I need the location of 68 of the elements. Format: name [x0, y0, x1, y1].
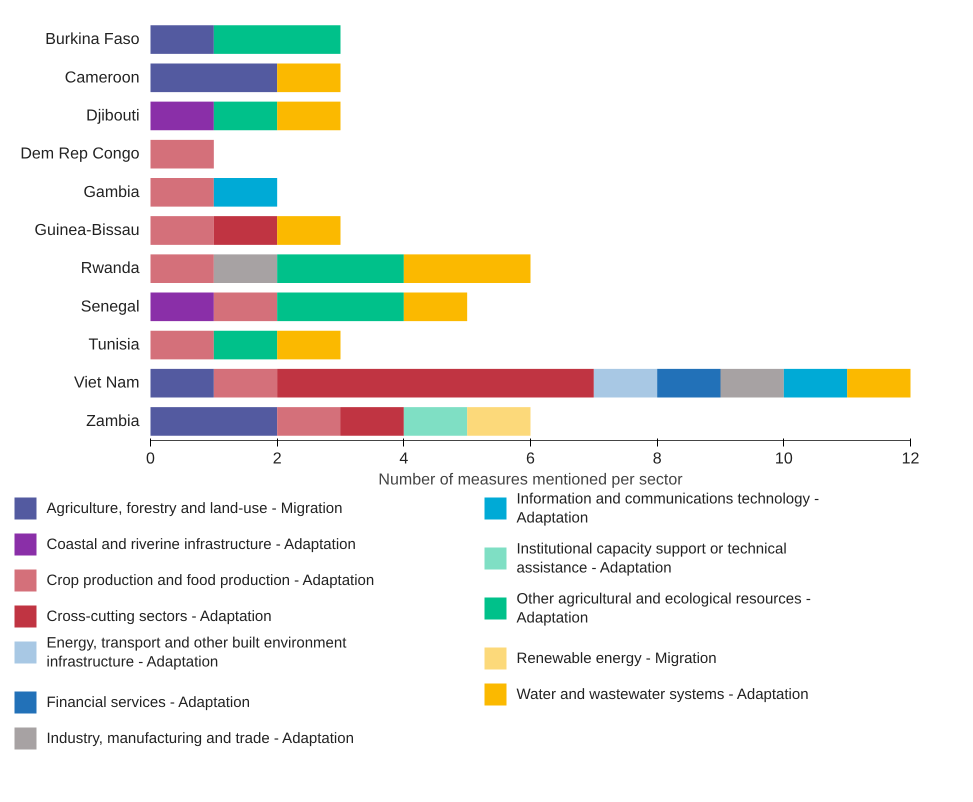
legend-label: Coastal and riverine infrastructure - Adaptation	[46, 536, 356, 553]
legend-label: Agriculture, forestry and land-use - Migration	[46, 500, 342, 517]
x-tick-label: 4	[399, 450, 408, 468]
y-tick-label: Viet Nam	[74, 374, 140, 392]
bar	[784, 368, 848, 398]
bar	[847, 368, 910, 398]
x-tick-label: 12	[902, 450, 920, 468]
y-tick-label: Rwanda	[80, 260, 140, 278]
y-tick-label: Dem Rep Congo	[20, 146, 140, 163]
bar	[214, 102, 278, 130]
bar	[214, 178, 278, 207]
y-tick-label: Guinea-Bissau	[34, 222, 140, 239]
legend-label: Crop production and food production - Adaptation	[46, 572, 374, 589]
bar	[657, 368, 720, 398]
bar	[214, 216, 278, 245]
bar	[150, 216, 214, 245]
legend-label: Water and wastewater systems - Adaptation	[516, 686, 809, 703]
bar	[277, 292, 404, 322]
bar	[277, 102, 340, 130]
legend-label: Renewable energy - Migration	[516, 650, 717, 667]
bar	[214, 25, 340, 54]
bar	[404, 254, 530, 283]
y-tick-label: Cameroon	[64, 69, 140, 86]
bar	[277, 216, 340, 245]
x-tick-label: 6	[526, 450, 536, 468]
bar	[594, 368, 658, 398]
x-tick-label: 8	[652, 450, 662, 468]
bar	[150, 368, 214, 398]
bar	[277, 407, 340, 436]
bar	[467, 407, 530, 436]
x-tick-label: 10	[774, 450, 793, 468]
bar	[150, 254, 214, 283]
bar	[404, 407, 468, 436]
legend-label: Information and communications technology - Adaptation	[516, 490, 820, 526]
bar	[150, 330, 214, 360]
bar	[277, 330, 340, 360]
bar	[214, 330, 278, 360]
bar	[150, 25, 214, 54]
x-axis-title: Number of measures mentioned per sector	[378, 472, 684, 488]
bar	[340, 407, 404, 436]
bar	[277, 254, 404, 283]
x-tick-label: 0	[146, 450, 156, 468]
y-tick-label: Gambia	[83, 184, 140, 201]
bar	[214, 368, 278, 398]
bar	[150, 63, 278, 92]
bar	[150, 140, 214, 168]
legend-label: Other agricultural and ecological resources - Adaptation	[516, 590, 811, 626]
bar	[720, 368, 784, 398]
legend-label: Institutional capacity support or technical assistance - Adaptation	[516, 540, 787, 576]
bar	[214, 292, 278, 322]
y-tick-label: Senegal	[80, 298, 140, 316]
legend-label: Industry, manufacturing and trade - Adaptation	[46, 730, 354, 747]
y-tick-label: Tunisia	[88, 336, 140, 354]
bar	[277, 368, 594, 398]
bar	[150, 407, 278, 436]
y-tick-label: Zambia	[86, 412, 140, 430]
y-tick-label: Burkina Faso	[45, 31, 140, 48]
legend-label: Cross-cutting sectors - Adaptation	[46, 608, 272, 625]
legend-label: Financial services - Adaptation	[46, 694, 250, 711]
bar	[404, 292, 468, 322]
legend-label: Energy, transport and other built environment infrastructure - Adaptation	[46, 634, 348, 670]
bar	[214, 254, 278, 283]
bar	[150, 102, 214, 130]
bar	[277, 63, 340, 92]
y-tick-label: Djibouti	[86, 107, 140, 124]
bar	[150, 178, 214, 207]
bar	[150, 292, 214, 322]
x-tick-label: 2	[272, 450, 282, 468]
